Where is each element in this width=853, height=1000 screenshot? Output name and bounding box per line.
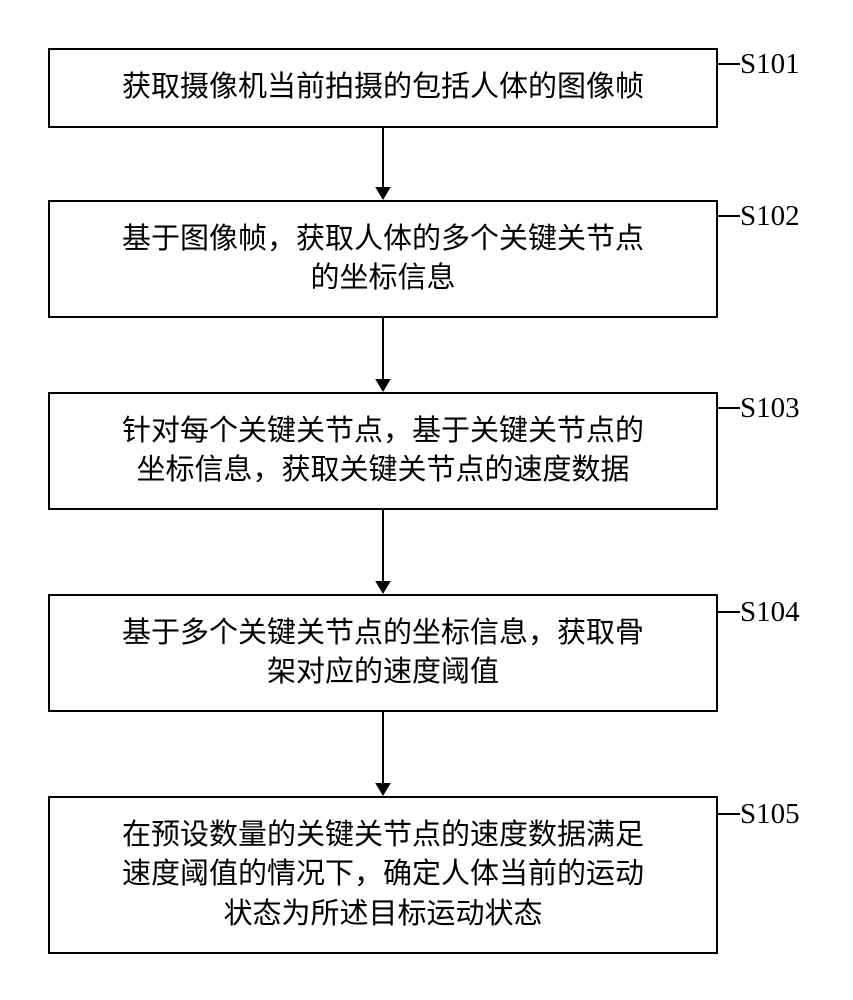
flow-step-s104: 基于多个关键关节点的坐标信息，获取骨 架对应的速度阈值	[48, 594, 718, 712]
flow-box-text: 针对每个关键关节点，基于关键关节点的 坐标信息，获取关键关节点的速度数据	[122, 412, 644, 490]
flowchart-container: 获取摄像机当前拍摄的包括人体的图像帧 S101 基于图像帧，获取人体的多个关键关…	[0, 0, 853, 1000]
flow-box-s104: 基于多个关键关节点的坐标信息，获取骨 架对应的速度阈值	[48, 594, 718, 712]
flow-label-s101: S101	[740, 48, 800, 81]
flow-step-s103: 针对每个关键关节点，基于关键关节点的 坐标信息，获取关键关节点的速度数据	[48, 392, 718, 510]
flow-label-s104: S104	[740, 596, 800, 629]
flow-box-s102: 基于图像帧，获取人体的多个关键关节点 的坐标信息	[48, 200, 718, 318]
flow-label-s102: S102	[740, 200, 800, 233]
flow-step-s101: 获取摄像机当前拍摄的包括人体的图像帧	[48, 48, 718, 128]
flow-box-text: 在预设数量的关键关节点的速度数据满足 速度阈值的情况下，确定人体当前的运动 状态…	[122, 816, 644, 933]
flow-box-text: 基于多个关键关节点的坐标信息，获取骨 架对应的速度阈值	[122, 614, 644, 692]
flow-box-s105: 在预设数量的关键关节点的速度数据满足 速度阈值的情况下，确定人体当前的运动 状态…	[48, 796, 718, 954]
flow-box-s103: 针对每个关键关节点，基于关键关节点的 坐标信息，获取关键关节点的速度数据	[48, 392, 718, 510]
flow-step-s105: 在预设数量的关键关节点的速度数据满足 速度阈值的情况下，确定人体当前的运动 状态…	[48, 796, 718, 954]
flow-step-s102: 基于图像帧，获取人体的多个关键关节点 的坐标信息	[48, 200, 718, 318]
flow-label-s105: S105	[740, 798, 800, 831]
flow-label-s103: S103	[740, 392, 800, 425]
flow-box-text: 基于图像帧，获取人体的多个关键关节点 的坐标信息	[122, 220, 644, 298]
flow-box-text: 获取摄像机当前拍摄的包括人体的图像帧	[122, 68, 644, 107]
flow-box-s101: 获取摄像机当前拍摄的包括人体的图像帧	[48, 48, 718, 128]
